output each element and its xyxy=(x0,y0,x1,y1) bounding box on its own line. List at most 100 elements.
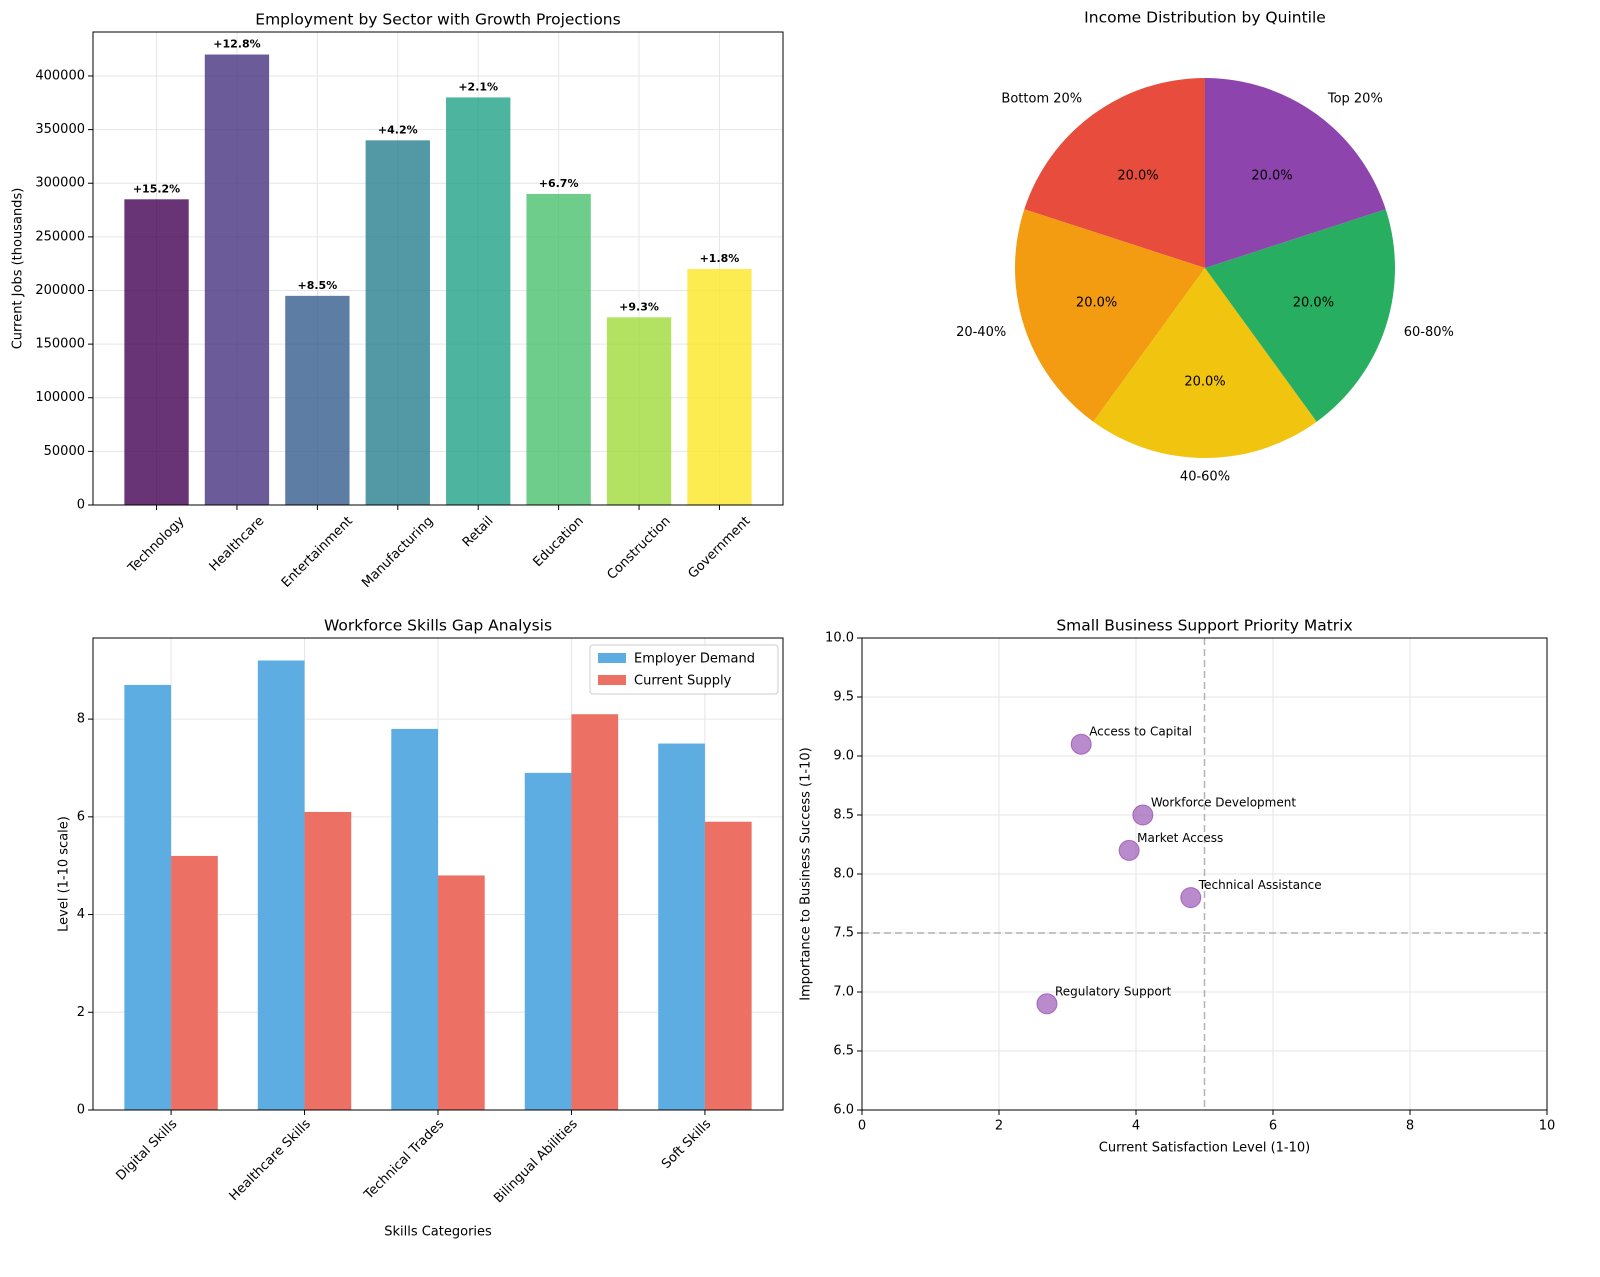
bar xyxy=(524,772,572,1110)
bar-annotation: +4.2% xyxy=(378,123,418,136)
y-axis-label: Level (1-10 scale) xyxy=(57,816,72,932)
y-tick-label: 9.5 xyxy=(833,690,854,705)
x-tick-label: Retail xyxy=(460,514,497,551)
slice-label: Top 20% xyxy=(1327,91,1383,106)
y-tick-label: 6 xyxy=(77,809,85,824)
y-axis-label: Importance to Business Success (1-10) xyxy=(799,747,814,1000)
point xyxy=(1180,887,1202,909)
slice-value: 20.0% xyxy=(1076,296,1117,311)
x-tick-label: 8 xyxy=(1406,1119,1414,1134)
point-label: Regulatory Support xyxy=(1055,984,1172,998)
pie-slice xyxy=(1205,78,1386,268)
x-tick-label: Healthcare Skills xyxy=(227,1117,314,1204)
bar xyxy=(446,97,511,505)
bar-annotation: +6.7% xyxy=(539,177,579,190)
y-tick-label: 0 xyxy=(77,498,85,513)
y-tick-label: 0 xyxy=(77,1103,85,1118)
bar xyxy=(391,728,438,1110)
x-tick-label: 2 xyxy=(995,1119,1003,1134)
pie-slice xyxy=(1205,209,1396,422)
y-tick-label: 9.0 xyxy=(833,749,854,764)
y-tick-label: 50000 xyxy=(44,444,85,459)
pie-slice xyxy=(1093,268,1317,458)
bar-annotation: +2.1% xyxy=(458,80,498,93)
bar-annotation: +8.5% xyxy=(298,279,338,292)
pie-slice xyxy=(1024,78,1205,268)
bar-annotation: +9.3% xyxy=(619,300,659,313)
legend-swatch xyxy=(598,675,626,685)
point xyxy=(1036,993,1058,1015)
pie-slice xyxy=(1015,209,1205,422)
x-tick-label: Soft Skills xyxy=(659,1117,714,1172)
y-tick-label: 350000 xyxy=(35,122,85,137)
slice-label: 20-40% xyxy=(956,325,1006,340)
bar-annotation: +12.8% xyxy=(213,38,260,51)
x-tick-label: Entertainment xyxy=(279,514,356,591)
y-tick-label: 6.0 xyxy=(833,1103,854,1118)
x-tick-label: 4 xyxy=(1132,1119,1140,1134)
point xyxy=(1070,733,1092,755)
x-tick-label: Technical Trades xyxy=(361,1117,448,1204)
y-tick-label: 200000 xyxy=(35,283,85,298)
bar xyxy=(704,821,752,1110)
axes-frame xyxy=(92,637,784,1111)
slice-value: 20.0% xyxy=(1184,375,1225,390)
x-tick-label: 6 xyxy=(1269,1119,1277,1134)
y-tick-label: 100000 xyxy=(35,390,85,405)
chart-title: Workforce Skills Gap Analysis xyxy=(324,617,552,635)
legend-swatch xyxy=(598,653,626,663)
bar xyxy=(124,199,189,505)
x-tick-label: Government xyxy=(685,514,753,582)
slice-value: 20.0% xyxy=(1251,168,1292,183)
bar-annotation: +15.2% xyxy=(133,182,180,195)
bar xyxy=(658,743,705,1110)
slice-label: Bottom 20% xyxy=(1001,91,1082,106)
x-tick-label: Bilingual Abilities xyxy=(491,1117,581,1207)
y-tick-label: 6.5 xyxy=(833,1044,854,1059)
bar xyxy=(285,295,350,505)
bar xyxy=(365,140,430,505)
x-axis-label: Current Satisfaction Level (1-10) xyxy=(1099,1141,1310,1156)
legend-label: Employer Demand xyxy=(634,652,755,667)
legend-box xyxy=(589,644,779,695)
y-tick-label: 250000 xyxy=(35,229,85,244)
y-tick-label: 7.5 xyxy=(833,926,854,941)
axes-frame xyxy=(861,637,1548,1111)
bar xyxy=(571,714,619,1110)
bar xyxy=(257,660,305,1110)
bar xyxy=(124,684,172,1110)
chart-title: Employment by Sector with Growth Project… xyxy=(255,11,620,29)
y-axis-label: Current Jobs (thousands) xyxy=(11,188,26,350)
point-label: Technical Assistance xyxy=(1198,878,1322,892)
x-tick-label: Digital Skills xyxy=(113,1117,180,1184)
point xyxy=(1118,839,1140,861)
x-tick-label: Construction xyxy=(604,514,673,583)
x-tick-label: 0 xyxy=(858,1119,866,1134)
x-tick-label: Education xyxy=(530,514,586,570)
point-label: Workforce Development xyxy=(1151,796,1296,810)
y-tick-label: 8 xyxy=(77,712,85,727)
y-tick-label: 8.5 xyxy=(833,808,854,823)
x-axis-label: Skills Categories xyxy=(384,1225,492,1240)
slice-label: 60-80% xyxy=(1404,325,1454,340)
slice-value: 20.0% xyxy=(1293,296,1334,311)
x-tick-label: Healthcare xyxy=(207,514,268,575)
y-tick-label: 2 xyxy=(77,1005,85,1020)
x-tick-label: Manufacturing xyxy=(359,514,436,591)
y-tick-label: 10.0 xyxy=(825,631,854,646)
y-tick-label: 7.0 xyxy=(833,985,854,1000)
slice-value: 20.0% xyxy=(1117,168,1158,183)
bar xyxy=(606,317,672,505)
y-tick-label: 300000 xyxy=(35,176,85,191)
chart-title: Income Distribution by Quintile xyxy=(1084,9,1326,27)
point-label: Access to Capital xyxy=(1089,725,1192,739)
y-tick-label: 8.0 xyxy=(833,867,854,882)
bar xyxy=(204,54,270,506)
bar xyxy=(438,875,485,1110)
slice-label: 40-60% xyxy=(1180,470,1230,485)
chart-title: Small Business Support Priority Matrix xyxy=(1056,617,1352,635)
bar xyxy=(687,269,752,505)
y-tick-label: 150000 xyxy=(35,337,85,352)
bar xyxy=(526,193,591,505)
